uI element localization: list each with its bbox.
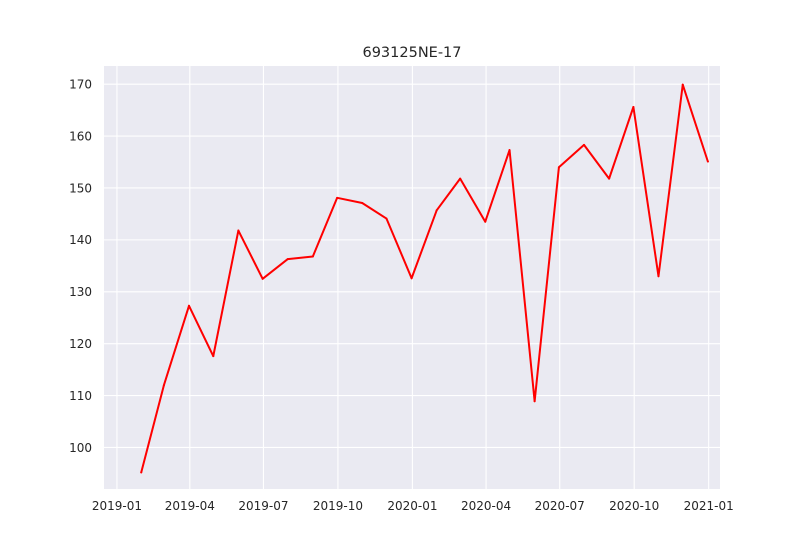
data-point <box>557 166 560 169</box>
data-point <box>583 143 586 146</box>
data-point <box>459 177 462 180</box>
data-point <box>657 275 660 278</box>
data-point <box>608 177 611 180</box>
data-point <box>681 83 684 86</box>
x-tick-label: 2019-01 <box>92 499 142 513</box>
series-line <box>140 83 709 474</box>
y-tick-label: 120 <box>69 337 92 351</box>
x-tick-label: 2019-10 <box>313 499 363 513</box>
data-point <box>484 220 487 223</box>
y-tick-label: 130 <box>69 285 92 299</box>
y-tick-label: 170 <box>69 77 92 91</box>
data-point <box>410 277 413 280</box>
data-point <box>162 384 165 387</box>
y-axis-ticks: 100 110 120 130 140 150 160 170 <box>69 77 92 454</box>
y-tick-label: 150 <box>69 181 92 195</box>
data-point <box>385 217 388 220</box>
x-tick-label: 2019-07 <box>238 499 288 513</box>
y-tick-label: 140 <box>69 233 92 247</box>
x-tick-label: 2020-07 <box>535 499 585 513</box>
x-tick-label: 2020-04 <box>461 499 511 513</box>
x-tick-label: 2020-10 <box>609 499 659 513</box>
data-point <box>187 304 190 307</box>
data-point <box>311 255 314 258</box>
data-point <box>336 196 339 199</box>
y-tick-label: 100 <box>69 441 92 455</box>
x-tick-label: 2021-01 <box>684 499 734 513</box>
data-point <box>435 209 438 212</box>
x-axis-ticks: 2019-01 2019-04 2019-07 2019-10 2020-01 2020-… <box>92 499 734 513</box>
y-tick-label: 110 <box>69 389 92 403</box>
data-point <box>632 106 635 108</box>
data-point <box>533 400 536 403</box>
data-point <box>361 202 364 205</box>
data-point <box>706 160 709 163</box>
data-point <box>261 277 264 280</box>
y-tick-label: 160 <box>69 129 92 143</box>
x-tick-label: 2019-04 <box>165 499 215 513</box>
data-point <box>286 258 289 261</box>
data-point <box>508 149 511 152</box>
y-grid <box>104 83 720 449</box>
data-point <box>237 229 240 232</box>
x-tick-label: 2020-01 <box>387 499 437 513</box>
data-point <box>140 471 143 474</box>
data-points <box>140 83 709 474</box>
data-point <box>212 355 215 358</box>
chart-title: 693125NE-17 <box>362 45 461 61</box>
